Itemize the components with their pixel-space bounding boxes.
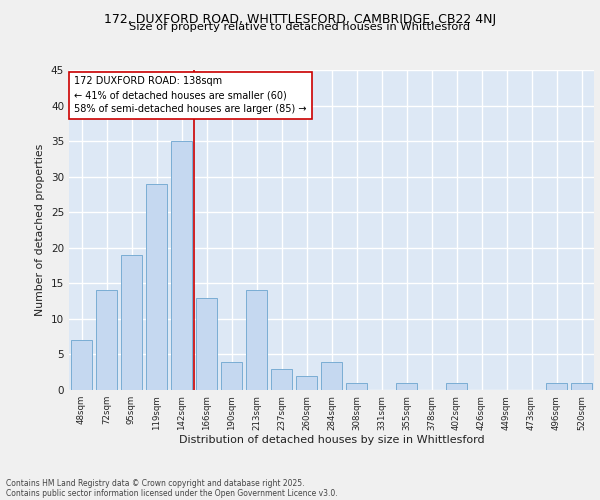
Text: Contains public sector information licensed under the Open Government Licence v3: Contains public sector information licen… <box>6 488 338 498</box>
Bar <box>146 184 167 390</box>
Bar <box>171 141 192 390</box>
Bar <box>271 368 292 390</box>
Y-axis label: Number of detached properties: Number of detached properties <box>35 144 46 316</box>
Bar <box>221 362 242 390</box>
Bar <box>196 298 217 390</box>
Text: Contains HM Land Registry data © Crown copyright and database right 2025.: Contains HM Land Registry data © Crown c… <box>6 478 305 488</box>
Bar <box>71 340 92 390</box>
Bar <box>121 255 142 390</box>
Text: Size of property relative to detached houses in Whittlesford: Size of property relative to detached ho… <box>130 22 470 32</box>
Bar <box>96 290 117 390</box>
Bar <box>571 383 592 390</box>
Bar <box>396 383 417 390</box>
X-axis label: Distribution of detached houses by size in Whittlesford: Distribution of detached houses by size … <box>179 436 484 446</box>
Bar <box>546 383 567 390</box>
Text: 172 DUXFORD ROAD: 138sqm
← 41% of detached houses are smaller (60)
58% of semi-d: 172 DUXFORD ROAD: 138sqm ← 41% of detach… <box>74 76 307 114</box>
Bar <box>296 376 317 390</box>
Bar <box>321 362 342 390</box>
Text: 172, DUXFORD ROAD, WHITTLESFORD, CAMBRIDGE, CB22 4NJ: 172, DUXFORD ROAD, WHITTLESFORD, CAMBRID… <box>104 12 496 26</box>
Bar <box>446 383 467 390</box>
Bar <box>246 290 267 390</box>
Bar <box>346 383 367 390</box>
